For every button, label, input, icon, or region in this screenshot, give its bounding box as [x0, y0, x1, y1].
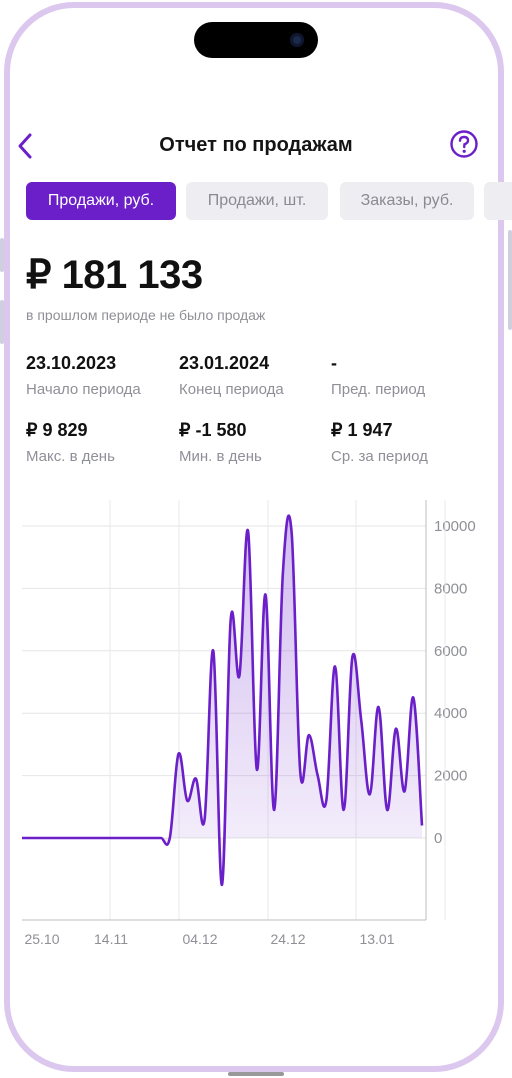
x-tick-label: 14.11: [94, 931, 128, 947]
prev-period-value: -: [331, 353, 337, 373]
side-button-right: [508, 230, 512, 330]
period-start-label: Начало периода: [26, 381, 141, 398]
x-tick-label: 25.10: [24, 931, 59, 947]
y-tick-label: 2000: [434, 768, 467, 785]
y-tick-label: 6000: [434, 643, 467, 660]
min-per-day-value: ₽ -1 580: [179, 420, 247, 440]
avg-value: ₽ 1 947: [331, 420, 393, 440]
max-per-day-value: ₽ 9 829: [26, 420, 88, 440]
series-line: [22, 514, 424, 887]
max-per-day-label: Макс. в день: [26, 448, 115, 465]
y-tick-label: 0: [434, 830, 442, 847]
y-tick-label: 10000: [434, 518, 476, 535]
page-title: Отчет по продажам: [159, 134, 353, 156]
y-tick-label: 8000: [434, 580, 467, 597]
x-tick-label: 13.01: [359, 931, 394, 947]
sales-chart: 10000 8000 6000 4000 2000 0 25.10 14.11 04.12 24.…: [22, 500, 476, 947]
total-sales: ₽ 181 133: [26, 253, 203, 297]
back-button[interactable]: [14, 130, 38, 162]
side-button-left-1: [0, 238, 4, 272]
min-per-day-label: Мин. в день: [179, 448, 262, 465]
tab-sales-units[interactable]: Продажи, шт.: [186, 182, 328, 220]
avg-label: Ср. за период: [331, 448, 428, 465]
phone-frame: [4, 2, 504, 1072]
camera-icon: [290, 33, 304, 47]
period-start-value: 23.10.2023: [26, 353, 117, 373]
series-area: [22, 515, 422, 885]
prev-period-label: Пред. период: [331, 381, 426, 398]
period-end-label: Конец периода: [179, 381, 284, 398]
side-button-left-2: [0, 300, 4, 344]
y-tick-label: 4000: [434, 705, 467, 722]
header: Отчет по продажам: [0, 128, 512, 164]
home-indicator: [228, 1072, 284, 1076]
tab-more[interactable]: [484, 182, 512, 220]
tab-orders-rub[interactable]: Заказы, руб.: [340, 182, 474, 220]
x-tick-label: 24.12: [270, 931, 305, 947]
x-tick-label: 04.12: [182, 931, 217, 947]
help-button[interactable]: [449, 129, 479, 159]
period-end-value: 23.01.2024: [179, 353, 270, 373]
tab-sales-rub[interactable]: Продажи, руб.: [26, 182, 176, 220]
chevron-left-icon: [18, 133, 32, 159]
dynamic-island: [194, 22, 318, 58]
period-note: в прошлом периоде не было продаж: [26, 307, 266, 323]
question-circle-icon: [450, 130, 478, 158]
